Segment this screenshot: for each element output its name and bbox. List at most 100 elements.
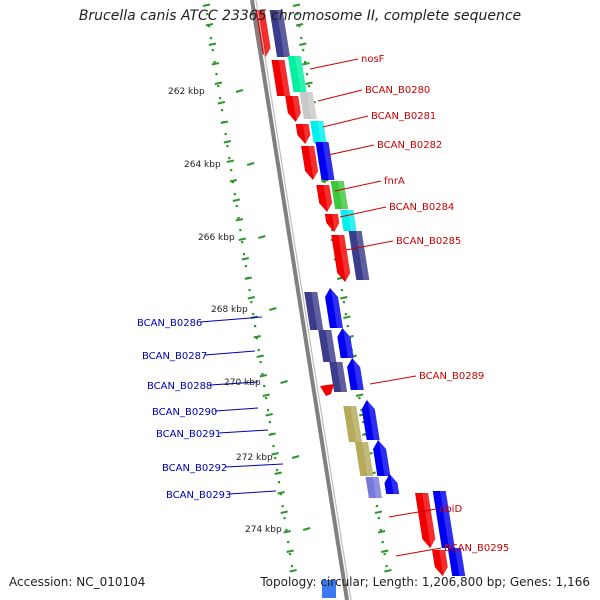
kbp-label: 268 kbp (211, 305, 248, 315)
leader-left (204, 350, 256, 356)
gene-label-right: ubiD (439, 504, 462, 515)
gene-blue-8-body (432, 491, 455, 548)
gene-red-9-body (415, 493, 436, 548)
tick-left (202, 3, 211, 7)
gene-olive-2-body (354, 442, 374, 476)
gene-red-7 (324, 214, 341, 232)
gene-cyan-1-body (310, 121, 327, 143)
tick-right (377, 530, 386, 534)
guide-dot-left (213, 61, 216, 64)
guide-dot-right (344, 313, 347, 316)
guide-dot-right (358, 397, 361, 400)
guide-dot-left (266, 409, 270, 412)
leader-right (339, 206, 387, 218)
guide-dot-right (377, 517, 380, 520)
gene-teal (287, 56, 307, 92)
gene-blue-5 (361, 400, 380, 440)
guide-dot-left (224, 133, 227, 136)
guide-dot-left (235, 205, 238, 208)
gene-red-7-shine (332, 214, 341, 232)
gene-label-right: BCAN_B0281 (371, 111, 436, 122)
gene-red-5 (301, 146, 320, 180)
tick-kbp (291, 455, 300, 459)
gene-blue-2 (325, 288, 343, 328)
guide-dot-left (242, 253, 246, 256)
gene-olive-1-shine (350, 406, 362, 442)
leader-right (309, 58, 359, 70)
tick-left (256, 354, 264, 358)
guide-dot-left (226, 145, 229, 148)
tick-kbp (258, 235, 266, 239)
tick-left (208, 42, 217, 46)
gene-blue-9 (447, 548, 466, 576)
gene-blue-9-body (447, 548, 466, 576)
gene-blue-1 (315, 142, 335, 180)
gene-label-right: BCAN_B0289 (419, 371, 484, 382)
tick-right (340, 296, 348, 300)
guide-dot-left (231, 181, 235, 184)
gene-green-shine (337, 181, 349, 209)
tick-left (211, 62, 220, 66)
tick-left (289, 569, 297, 573)
guide-dot-left (215, 73, 218, 76)
guide-dot-left (285, 529, 288, 532)
leader-right (345, 240, 394, 251)
gene-darkblue-2-shine (355, 231, 370, 280)
guide-dot-right (304, 61, 307, 64)
leader-left (209, 381, 259, 386)
tick-left (238, 237, 247, 241)
gene-darkblue-5-shine (336, 362, 348, 392)
guide-dot-left (255, 337, 259, 340)
leader-left (214, 407, 259, 412)
tick-left (277, 491, 285, 495)
tick-right (321, 179, 329, 183)
gene-red-3 (285, 96, 303, 122)
gene-darkblue-1-shine (276, 10, 291, 57)
tick-kbp (246, 162, 255, 166)
tick-right (381, 549, 389, 553)
guide-dot-left (268, 421, 271, 424)
guide-dot-left (252, 313, 255, 316)
guide-dot-left (283, 517, 286, 520)
gene-label-right: nosF (361, 54, 385, 65)
guide-dot-left (206, 13, 209, 16)
gene-red-2-shine (278, 60, 291, 96)
label-leader-lines (199, 58, 442, 557)
backbone-line-outer (250, 0, 349, 600)
guide-dot-left (230, 169, 233, 172)
leader-right (327, 144, 375, 156)
guide-dot-right (385, 565, 388, 568)
guide-dot-right (340, 289, 344, 292)
gene-blue-3-shine (343, 328, 354, 358)
gene-cyan-1-shine (317, 121, 327, 143)
gene-label-right: fnrA (384, 176, 405, 187)
gene-blue-1-body (315, 142, 335, 180)
gene-red-7-body (324, 214, 340, 232)
chromosome-backbone (250, 0, 352, 600)
gene-darkblue-3-shine (311, 292, 324, 330)
gene-lavender-shine (372, 477, 382, 498)
tick-right (305, 81, 313, 85)
guide-dot-right (362, 421, 365, 424)
guide-dot-left (250, 301, 253, 304)
tick-right (343, 315, 351, 319)
gene-darkblue-1 (269, 10, 291, 57)
gene-red-10-body (432, 550, 448, 576)
guide-dot-right (300, 37, 303, 40)
gene-darkblue-3 (304, 292, 324, 330)
guide-dot-right (307, 85, 311, 88)
gene-red-10 (432, 550, 450, 576)
gene-red-4-shine (302, 124, 312, 144)
tick-left (280, 510, 288, 514)
tick-left (241, 257, 249, 261)
gene-teal-shine (295, 56, 307, 92)
tick-left (229, 179, 238, 183)
tick-left (283, 530, 291, 534)
tick-left (271, 452, 279, 456)
guide-dot-left (209, 37, 213, 40)
leader-right (388, 508, 437, 518)
gene-darkblue-2 (348, 231, 370, 280)
accession-text: Accession: NC_010104 (9, 575, 146, 589)
gene-green-body (330, 181, 349, 209)
guide-dot-right (342, 301, 346, 304)
